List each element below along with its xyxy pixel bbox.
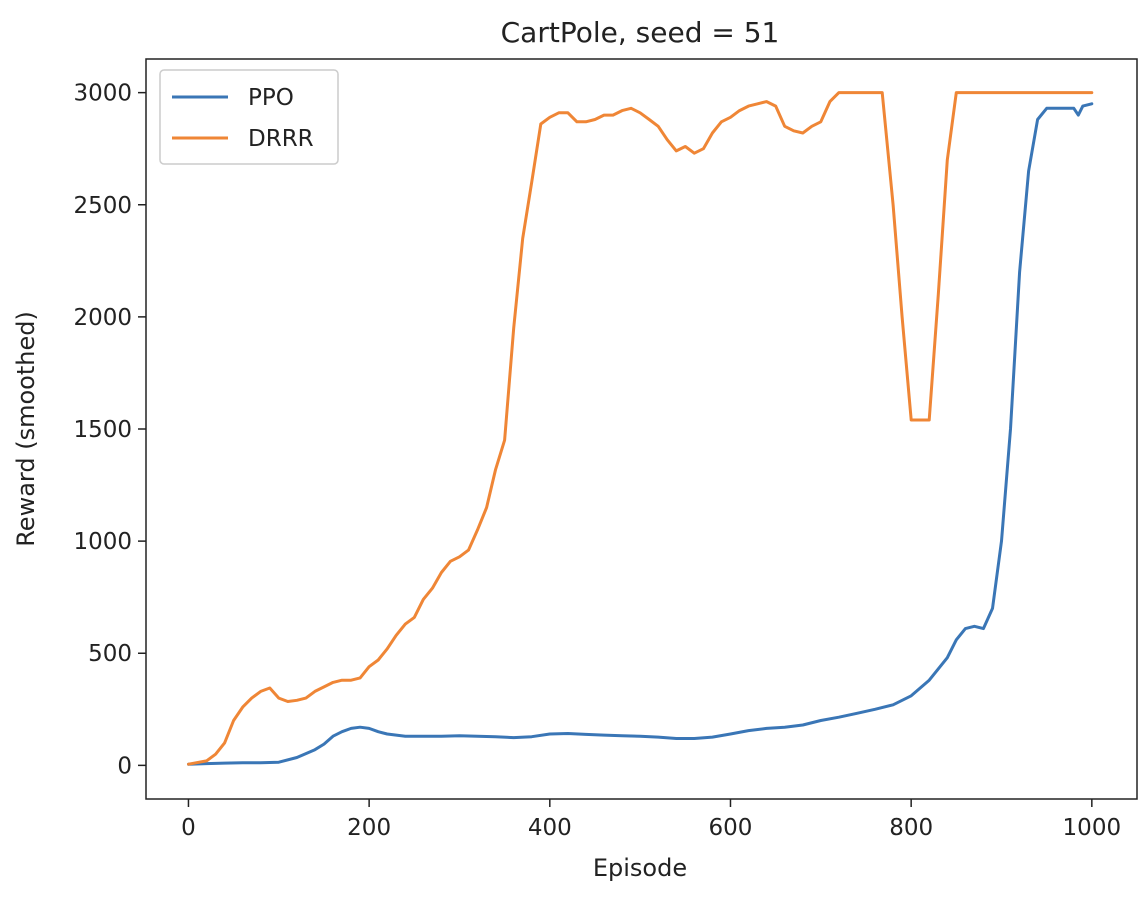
x-tick-label: 1000 xyxy=(1063,815,1122,841)
legend-label-drrr: DRRR xyxy=(248,126,314,152)
y-tick-label: 0 xyxy=(117,753,132,779)
y-tick-label: 2000 xyxy=(73,305,132,331)
y-tick-label: 3000 xyxy=(73,81,132,107)
series-line-ppo xyxy=(187,102,1094,766)
x-tick-label: 400 xyxy=(528,815,572,841)
y-tick-label: 1000 xyxy=(73,529,132,555)
x-axis: 0 200 400 600 800 1000 xyxy=(181,799,1121,841)
y-axis: 0 500 1000 1500 2000 2500 3000 xyxy=(73,81,146,779)
legend-box xyxy=(159,69,339,165)
series-line-drrr xyxy=(187,91,1094,766)
plot-frame xyxy=(145,58,1138,800)
y-tick-label: 1500 xyxy=(73,417,132,443)
y-tick-label: 500 xyxy=(88,641,132,667)
x-tick-label: 0 xyxy=(181,815,196,841)
chart-title: CartPole, seed = 51 xyxy=(501,16,780,49)
x-tick-label: 200 xyxy=(347,815,391,841)
legend-label-ppo: PPO xyxy=(248,85,294,111)
x-tick-label: 600 xyxy=(709,815,753,841)
y-tick-label: 2500 xyxy=(73,193,132,219)
y-axis-label: Reward (smoothed) xyxy=(12,311,40,547)
x-axis-label: Episode xyxy=(593,854,687,882)
plot-area xyxy=(187,91,1094,766)
x-tick-label: 800 xyxy=(889,815,933,841)
legend: PPO DRRR xyxy=(159,69,339,165)
